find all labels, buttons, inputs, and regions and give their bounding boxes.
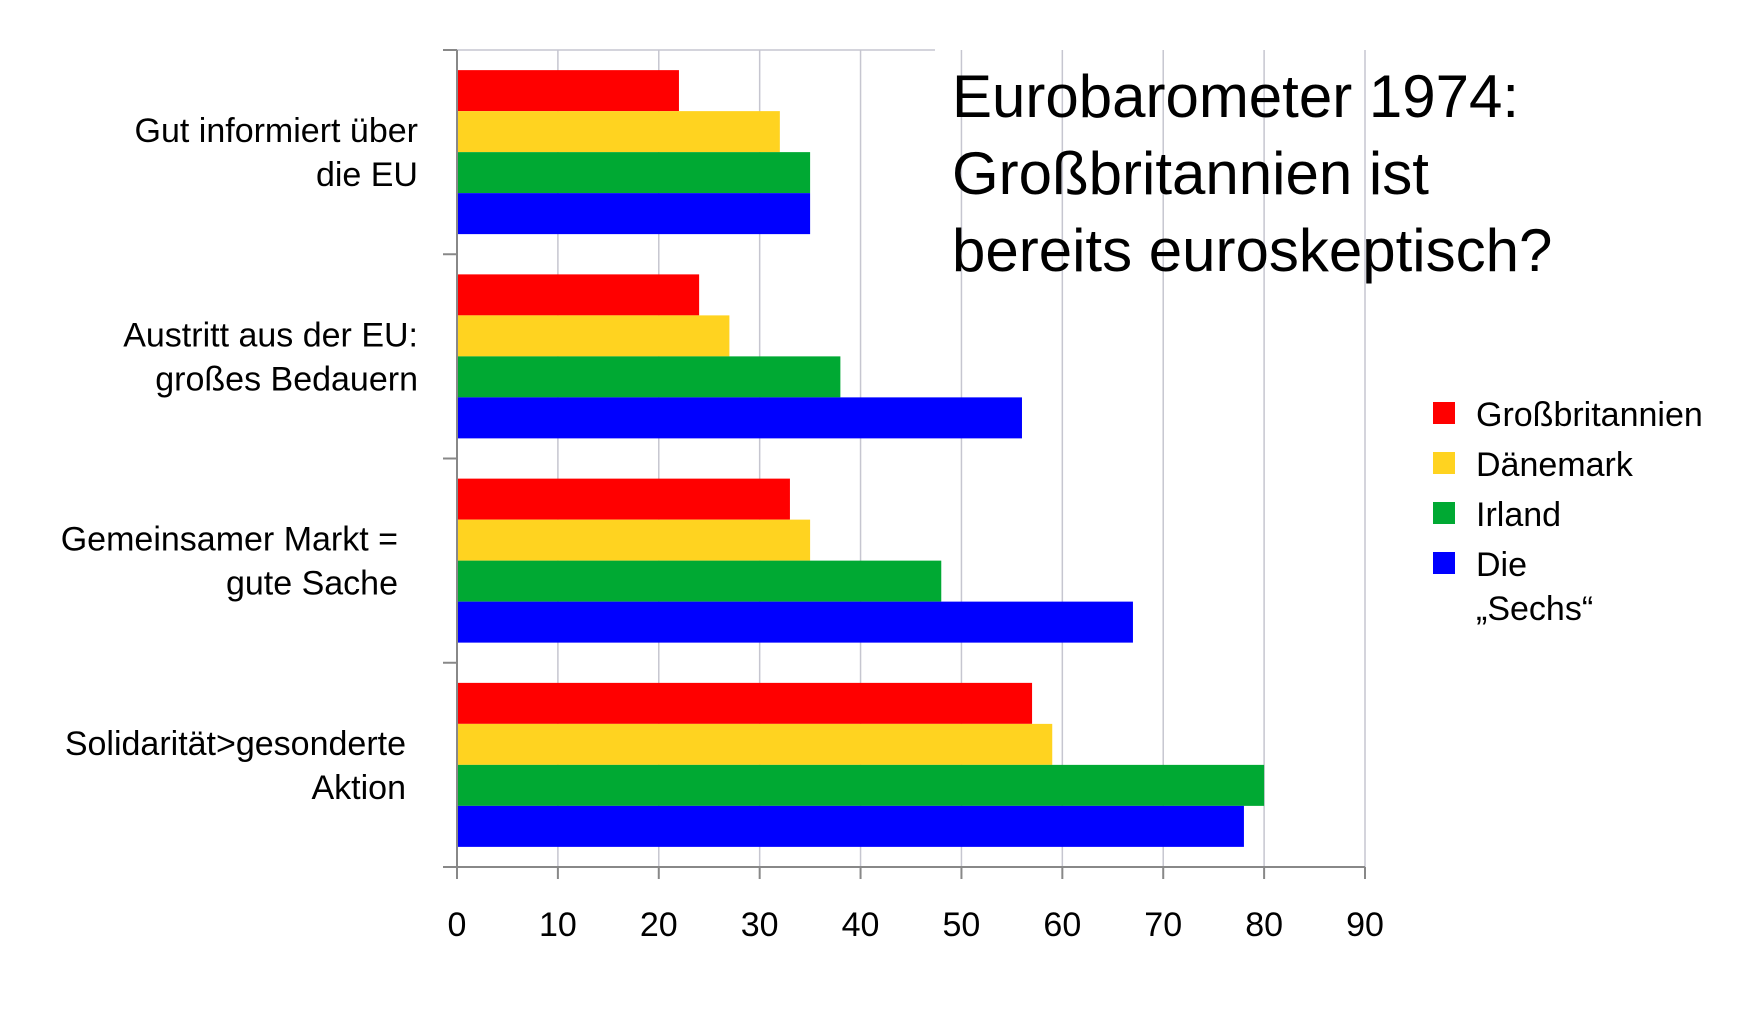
x-tick-label: 50	[943, 906, 981, 944]
bar	[457, 193, 811, 235]
legend-label: Großbritannien	[1476, 396, 1703, 434]
bar	[457, 519, 811, 561]
bar	[457, 70, 679, 112]
bar	[457, 111, 780, 153]
chart-title: Großbritannien ist	[952, 140, 1429, 207]
legend-label: Irland	[1476, 496, 1561, 534]
chart-title: bereits euroskeptisch?	[952, 217, 1552, 284]
bar	[457, 478, 790, 520]
category-label: Gemeinsamer Markt =	[61, 521, 398, 559]
x-tick-label: 90	[1346, 906, 1384, 944]
bar	[457, 723, 1053, 765]
x-tick-label: 60	[1043, 906, 1081, 944]
bar	[457, 560, 942, 602]
bar	[457, 397, 1022, 439]
category-label: großes Bedauern	[155, 360, 418, 398]
x-tick-label: 10	[539, 906, 577, 944]
legend-swatch	[1433, 552, 1455, 574]
category-label: Solidarität>gesonderte	[65, 725, 406, 763]
x-tick-label: 30	[741, 906, 779, 944]
legend-label: Dänemark	[1476, 446, 1634, 484]
legend-label: „Sechs“	[1476, 590, 1593, 628]
legend-swatch	[1433, 452, 1455, 474]
category-label: Aktion	[312, 769, 407, 807]
x-tick-label: 0	[448, 906, 467, 944]
category-label: gute Sache	[226, 565, 398, 603]
bar	[457, 315, 730, 357]
category-label: die EU	[316, 156, 418, 194]
x-tick-label: 40	[842, 906, 880, 944]
chart-title: Eurobarometer 1974:	[952, 63, 1519, 130]
legend-swatch	[1433, 402, 1455, 424]
bar	[457, 805, 1244, 847]
legend-swatch	[1433, 502, 1455, 524]
bar	[457, 682, 1033, 724]
bar	[457, 356, 841, 398]
bar	[457, 152, 811, 194]
bar	[457, 764, 1265, 806]
category-label: Gut informiert über	[135, 112, 418, 150]
x-tick-label: 20	[640, 906, 678, 944]
legend-label: Die	[1476, 546, 1527, 584]
bar	[457, 274, 700, 316]
x-tick-label: 80	[1245, 906, 1283, 944]
bar	[457, 601, 1133, 643]
x-tick-label: 70	[1144, 906, 1182, 944]
category-label: Austritt aus der EU:	[123, 316, 418, 354]
